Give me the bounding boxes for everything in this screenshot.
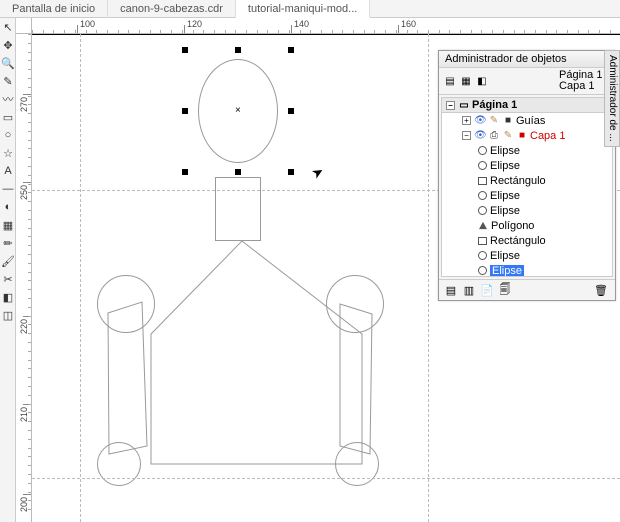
tool-button[interactable]: ✂: [0, 270, 16, 288]
tree-node-ellipse[interactable]: Elipse: [442, 248, 612, 263]
selection-handle[interactable]: [288, 169, 294, 175]
tool-button[interactable]: ☆: [0, 144, 16, 162]
vertical-ruler[interactable]: 270250220210200: [16, 34, 32, 522]
tool-button[interactable]: ◧: [0, 288, 16, 306]
mouse-cursor-icon: ➤: [309, 162, 328, 183]
shape-neck-rect[interactable]: [215, 177, 261, 241]
shape-elbow-left[interactable]: [97, 442, 141, 486]
panel-title-label: Administrador de objetos: [445, 53, 567, 65]
tree-node-layer[interactable]: +👁✎■Guías: [442, 113, 612, 128]
shape-arms[interactable]: [32, 34, 33, 35]
tree-node-label: Rectángulo: [490, 235, 546, 247]
document-tabs: Pantalla de iniciocanon-9-cabezas.cdrtut…: [0, 0, 620, 18]
tool-button[interactable]: —: [0, 180, 16, 198]
tool-button[interactable]: ▦: [0, 216, 16, 234]
pencil-icon[interactable]: ✎: [488, 115, 500, 126]
tree-node-poly[interactable]: Polígono: [442, 218, 612, 233]
tool-button[interactable]: ↖: [0, 18, 16, 36]
panel-footer: ▤▥📄🗐 🗑: [439, 279, 615, 300]
tree-node-ellipse[interactable]: Elipse: [442, 188, 612, 203]
tool-button[interactable]: ○: [0, 126, 16, 144]
horizontal-ruler[interactable]: 100120140160: [32, 18, 620, 34]
pencil-icon[interactable]: ✎: [502, 130, 514, 141]
tree-node-label: Rectángulo: [490, 175, 546, 187]
tool-button[interactable]: ▭: [0, 108, 16, 126]
tree-node-ellipse[interactable]: Elipse: [442, 263, 612, 277]
tool-button[interactable]: 🖌: [0, 252, 16, 270]
shape-shoulder-left[interactable]: [97, 275, 155, 333]
tree-node-label: Página 1: [472, 99, 517, 111]
document-tab[interactable]: tutorial-maniqui-mod...: [236, 0, 370, 18]
selection-handle[interactable]: [182, 169, 188, 175]
tool-button[interactable]: ◐: [0, 198, 16, 216]
tree-node-label: Elipse: [490, 145, 520, 157]
tool-button[interactable]: 〰: [0, 90, 16, 108]
footer-button[interactable]: ▤: [443, 283, 459, 297]
tree-node-label: Polígono: [491, 220, 534, 232]
footer-button[interactable]: ▥: [461, 283, 477, 297]
guide-horizontal[interactable]: [32, 478, 620, 479]
tree-node-rect[interactable]: Rectángulo: [442, 173, 612, 188]
object-tree[interactable]: −▭Página 1+👁✎■Guías−👁⎙✎■Capa 1 Elipse Elip…: [441, 97, 613, 277]
selection-handle[interactable]: [235, 47, 241, 53]
tree-node-label: Elipse: [490, 250, 520, 262]
guide-vertical[interactable]: [428, 34, 429, 522]
document-tab[interactable]: Pantalla de inicio: [0, 0, 108, 18]
selection-center-icon: ×: [235, 105, 241, 116]
shape-elbow-right[interactable]: [335, 442, 379, 486]
document-tab[interactable]: canon-9-cabezas.cdr: [108, 0, 236, 18]
panel-title[interactable]: Administrador de objetos ▸: [439, 51, 615, 68]
tree-node-label: Elipse: [490, 160, 520, 172]
tree-node-ellipse[interactable]: Elipse: [442, 158, 612, 173]
page-edge-top: [32, 34, 620, 35]
header-icon-1[interactable]: ▤: [443, 74, 457, 88]
printer-icon[interactable]: ⎙: [488, 130, 500, 141]
docker-side-tab[interactable]: Administrador de ...: [604, 50, 620, 147]
footer-button[interactable]: 📄: [479, 283, 495, 297]
guide-vertical[interactable]: [80, 34, 81, 522]
tool-button[interactable]: A: [0, 162, 16, 180]
object-manager-panel[interactable]: Administrador de objetos ▸ ▤ ▦ ◧ Página …: [438, 50, 616, 301]
selection-handle[interactable]: [235, 169, 241, 175]
tool-button[interactable]: ✏: [0, 234, 16, 252]
selection-handle[interactable]: [288, 47, 294, 53]
tool-button[interactable]: 🔍: [0, 54, 16, 72]
eye-icon[interactable]: 👁: [474, 115, 486, 126]
toolbox: ↖✥🔍✎〰▭○☆A—◐▦✏🖌✂◧◫: [0, 18, 16, 522]
tree-node-label: Elipse: [490, 205, 520, 217]
header-icon-3[interactable]: ◧: [475, 74, 489, 88]
tree-node-label: Capa 1: [530, 130, 565, 142]
tree-node-label: Elipse: [490, 190, 520, 202]
delete-icon[interactable]: 🗑: [593, 283, 609, 297]
tool-button[interactable]: ✥: [0, 36, 16, 54]
tree-node-label: Elipse: [490, 265, 524, 277]
selection-handle[interactable]: [182, 108, 188, 114]
tool-button[interactable]: ◫: [0, 306, 16, 324]
header-icon-2[interactable]: ▦: [459, 74, 473, 88]
selection-handle[interactable]: [182, 47, 188, 53]
tool-button[interactable]: ✎: [0, 72, 16, 90]
tree-node-label: Guías: [516, 115, 545, 127]
tree-node-ellipse[interactable]: Elipse: [442, 203, 612, 218]
eye-icon[interactable]: 👁: [474, 130, 486, 141]
tree-node-layer[interactable]: −👁⎙✎■Capa 1: [442, 128, 612, 143]
header-page-layer: Página 1 Capa 1: [559, 70, 602, 92]
footer-button[interactable]: 🗐: [497, 283, 513, 297]
selection-handle[interactable]: [288, 108, 294, 114]
panel-header: ▤ ▦ ◧ Página 1 Capa 1 ▸: [439, 68, 615, 95]
tree-node-rect[interactable]: Rectángulo: [442, 233, 612, 248]
tree-node-page[interactable]: −▭Página 1: [442, 98, 612, 113]
tree-node-ellipse[interactable]: Elipse: [442, 143, 612, 158]
header-layer-label: Capa 1: [559, 81, 602, 92]
shape-shoulder-right[interactable]: [326, 275, 384, 333]
ruler-origin[interactable]: [16, 18, 32, 34]
